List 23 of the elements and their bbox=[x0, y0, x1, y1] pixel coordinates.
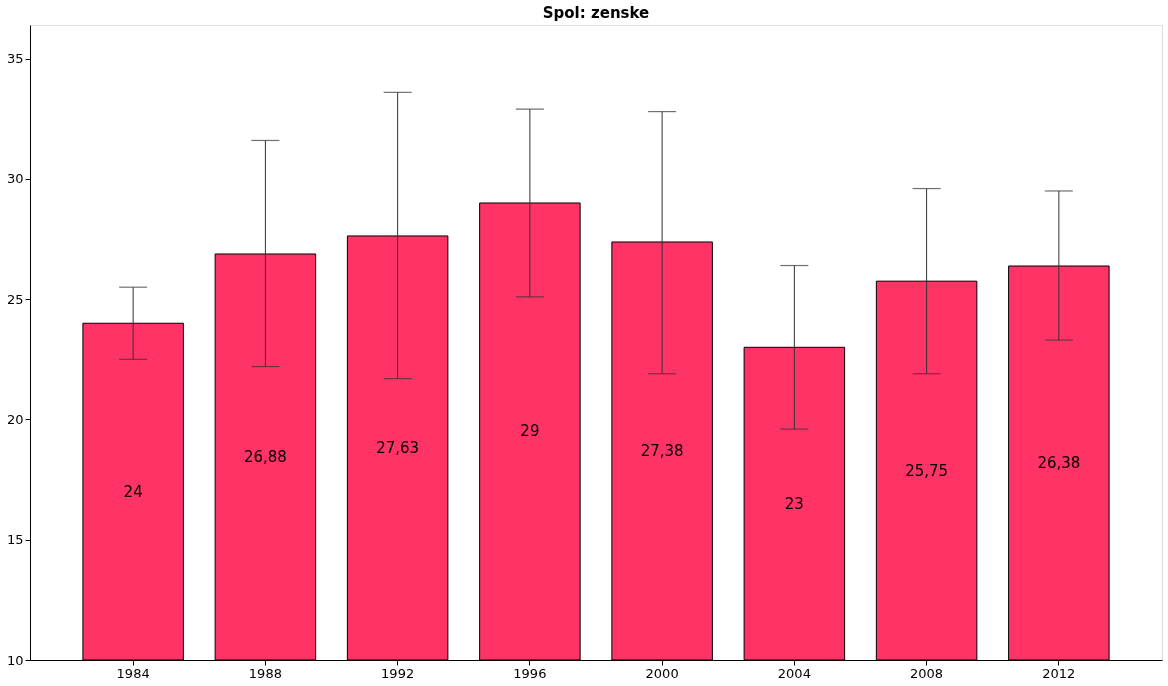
x-tick-label: 1984 bbox=[116, 665, 150, 681]
y-tick-label: 35 bbox=[6, 51, 24, 67]
y-tick-label: 25 bbox=[6, 291, 24, 307]
x-tick-label: 2012 bbox=[1042, 665, 1076, 681]
y-tick-label: 30 bbox=[6, 171, 24, 187]
y-tick-label: 20 bbox=[6, 411, 24, 427]
data-label: 24 bbox=[123, 482, 143, 501]
x-tick-label: 2000 bbox=[645, 665, 679, 681]
chart-title: Spol: zenske bbox=[542, 4, 650, 22]
x-tick-label: 1996 bbox=[513, 665, 547, 681]
data-label: 27,63 bbox=[376, 438, 420, 457]
x-tick-label: 2004 bbox=[777, 665, 811, 681]
y-tick-label: 10 bbox=[6, 652, 24, 668]
data-label: 23 bbox=[784, 494, 804, 513]
y-tick-label: 15 bbox=[6, 532, 24, 548]
x-tick-label: 1988 bbox=[248, 665, 282, 681]
data-label: 25,75 bbox=[905, 461, 949, 480]
x-tick-label: 1992 bbox=[381, 665, 415, 681]
data-label: 27,38 bbox=[640, 441, 684, 460]
data-label: 26,88 bbox=[243, 447, 287, 466]
x-tick-label: 2008 bbox=[910, 665, 944, 681]
data-label: 29 bbox=[520, 422, 540, 441]
data-label: 26,38 bbox=[1037, 454, 1081, 473]
